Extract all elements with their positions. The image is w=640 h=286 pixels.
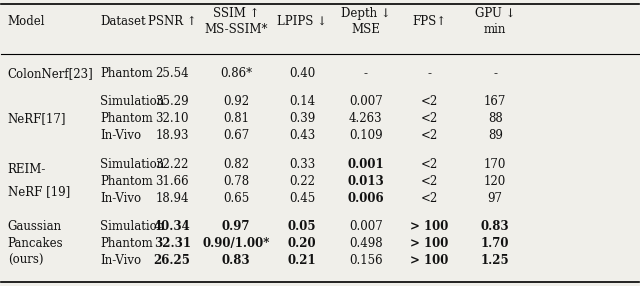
Text: 0.001: 0.001 <box>348 158 384 171</box>
Text: 31.66: 31.66 <box>156 175 189 188</box>
Text: Phantom: Phantom <box>100 112 153 126</box>
Text: 4.263: 4.263 <box>349 112 383 126</box>
Text: 0.86*: 0.86* <box>220 67 252 80</box>
Text: 0.14: 0.14 <box>289 96 316 108</box>
Text: Phantom: Phantom <box>100 175 153 188</box>
Text: 18.94: 18.94 <box>156 192 189 205</box>
Text: GPU ↓
min: GPU ↓ min <box>475 7 515 36</box>
Text: 170: 170 <box>484 158 506 171</box>
Text: -: - <box>364 67 368 80</box>
Text: 26.25: 26.25 <box>154 254 191 267</box>
Text: 0.007: 0.007 <box>349 96 383 108</box>
Text: LPIPS ↓: LPIPS ↓ <box>277 15 327 28</box>
Text: ColonNerf[23]: ColonNerf[23] <box>8 67 93 80</box>
Text: Simulation: Simulation <box>100 158 164 171</box>
Text: 0.006: 0.006 <box>348 192 384 205</box>
Text: Phantom: Phantom <box>100 237 153 250</box>
Text: > 100: > 100 <box>410 237 449 250</box>
Text: 0.83: 0.83 <box>481 220 509 233</box>
Text: <2: <2 <box>421 130 438 142</box>
Text: Simulation: Simulation <box>100 220 164 233</box>
Text: FPS↑: FPS↑ <box>413 15 447 28</box>
Text: 1.25: 1.25 <box>481 254 509 267</box>
Text: Pancakes: Pancakes <box>8 237 63 250</box>
Text: <2: <2 <box>421 96 438 108</box>
Text: 35.29: 35.29 <box>156 96 189 108</box>
Text: Dataset: Dataset <box>100 15 146 28</box>
Text: 0.90/1.00*: 0.90/1.00* <box>202 237 269 250</box>
Text: 0.81: 0.81 <box>223 112 249 126</box>
Text: 1.70: 1.70 <box>481 237 509 250</box>
Text: 0.83: 0.83 <box>221 254 250 267</box>
Text: 0.97: 0.97 <box>221 220 250 233</box>
Text: 0.22: 0.22 <box>289 175 315 188</box>
Text: In-Vivo: In-Vivo <box>100 192 141 205</box>
Text: <2: <2 <box>421 175 438 188</box>
Text: > 100: > 100 <box>410 254 449 267</box>
Text: NeRF[17]: NeRF[17] <box>8 112 67 126</box>
Text: 0.498: 0.498 <box>349 237 383 250</box>
Text: SSIM ↑
MS-SSIM*: SSIM ↑ MS-SSIM* <box>204 7 268 36</box>
Text: 25.54: 25.54 <box>156 67 189 80</box>
Text: NeRF [19]: NeRF [19] <box>8 185 70 198</box>
Text: -: - <box>428 67 431 80</box>
Text: 0.78: 0.78 <box>223 175 249 188</box>
Text: 0.05: 0.05 <box>288 220 316 233</box>
Text: REIM-: REIM- <box>8 163 46 176</box>
Text: 0.21: 0.21 <box>288 254 316 267</box>
Text: 0.109: 0.109 <box>349 130 383 142</box>
Text: Model: Model <box>8 15 45 28</box>
Text: Depth ↓
MSE: Depth ↓ MSE <box>341 7 391 36</box>
Text: In-Vivo: In-Vivo <box>100 254 141 267</box>
Text: 0.67: 0.67 <box>223 130 249 142</box>
Text: 0.92: 0.92 <box>223 96 249 108</box>
Text: -: - <box>493 67 497 80</box>
Text: 0.013: 0.013 <box>348 175 384 188</box>
Text: 0.40: 0.40 <box>289 67 316 80</box>
Text: 0.20: 0.20 <box>288 237 316 250</box>
Text: 120: 120 <box>484 175 506 188</box>
Text: <2: <2 <box>421 192 438 205</box>
Text: PSNR ↑: PSNR ↑ <box>148 15 196 28</box>
Text: 40.34: 40.34 <box>154 220 191 233</box>
Text: <2: <2 <box>421 158 438 171</box>
Text: Gaussian: Gaussian <box>8 220 62 233</box>
Text: 0.65: 0.65 <box>223 192 249 205</box>
Text: 32.22: 32.22 <box>156 158 189 171</box>
Text: (ours): (ours) <box>8 254 44 267</box>
Text: 0.82: 0.82 <box>223 158 249 171</box>
Text: 18.93: 18.93 <box>156 130 189 142</box>
Text: 0.156: 0.156 <box>349 254 383 267</box>
Text: 0.39: 0.39 <box>289 112 316 126</box>
Text: 167: 167 <box>484 96 506 108</box>
Text: <2: <2 <box>421 112 438 126</box>
Text: 97: 97 <box>488 192 503 205</box>
Text: In-Vivo: In-Vivo <box>100 130 141 142</box>
Text: 0.33: 0.33 <box>289 158 316 171</box>
Text: 0.007: 0.007 <box>349 220 383 233</box>
Text: 88: 88 <box>488 112 502 126</box>
Text: 32.31: 32.31 <box>154 237 191 250</box>
Text: Phantom: Phantom <box>100 67 153 80</box>
Text: 0.45: 0.45 <box>289 192 316 205</box>
Text: Simulation: Simulation <box>100 96 164 108</box>
Text: 0.43: 0.43 <box>289 130 316 142</box>
Text: 89: 89 <box>488 130 502 142</box>
Text: > 100: > 100 <box>410 220 449 233</box>
Text: 32.10: 32.10 <box>156 112 189 126</box>
